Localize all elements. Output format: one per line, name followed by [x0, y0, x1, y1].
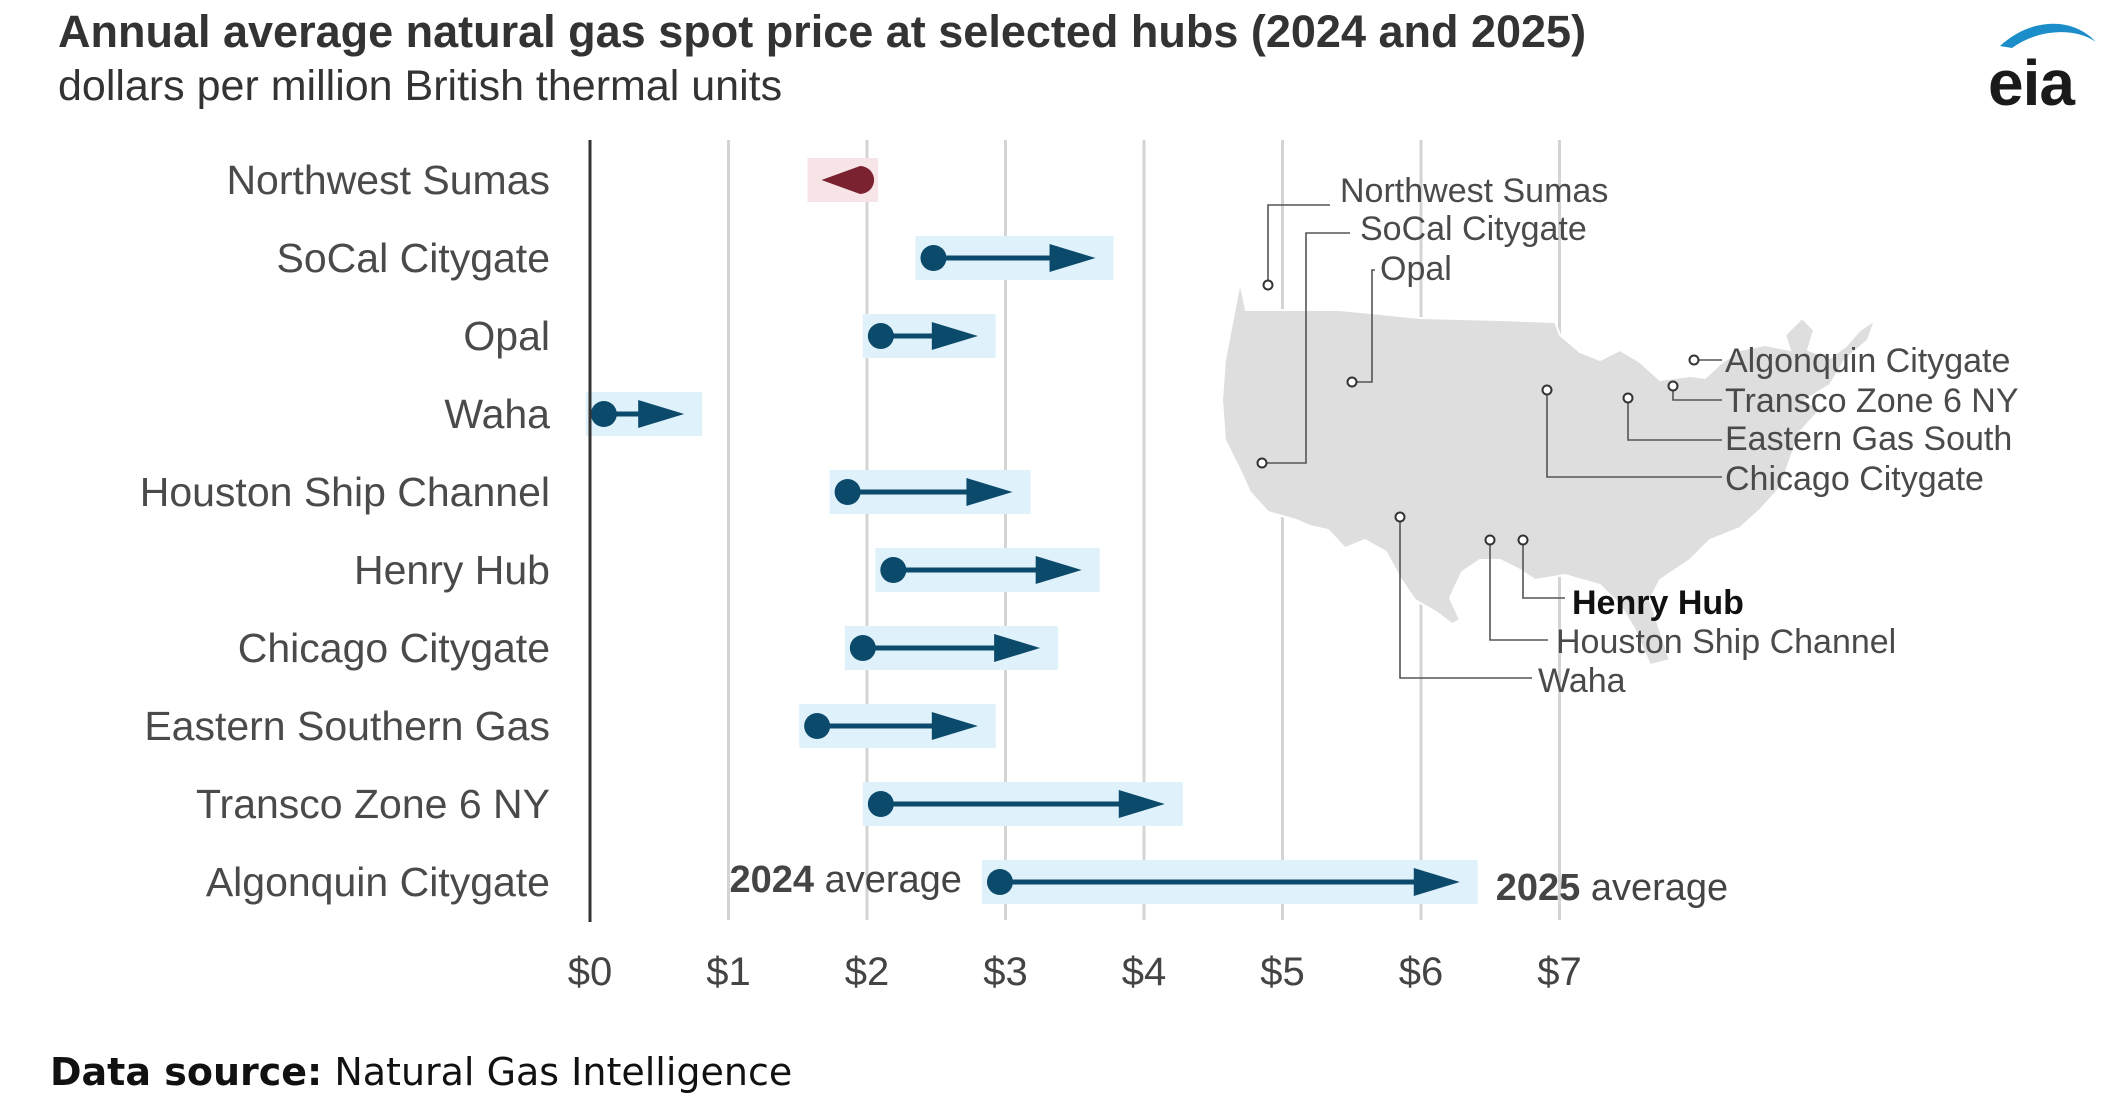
arrow-head [638, 400, 685, 428]
data-source-label: Data source: [50, 1050, 323, 1094]
map-hub-point [1541, 384, 1553, 396]
map-hub-point [1688, 354, 1700, 366]
map-leader-line [1522, 540, 1565, 599]
x-tick-label: $7 [1537, 950, 1582, 994]
category-label: SoCal Citygate [277, 235, 550, 281]
map-leader-line [1262, 232, 1350, 464]
map-leader-line [1399, 517, 1532, 679]
start-point [986, 869, 1013, 895]
start-point [834, 479, 861, 505]
map-hub-label: Chicago Citygate [1725, 460, 1984, 498]
arrow-head [1035, 556, 1082, 584]
map-hub-point [1517, 534, 1529, 546]
category-label: Chicago Citygate [238, 625, 550, 671]
category-label: Opal [463, 313, 550, 359]
map-hub-point [1256, 457, 1268, 469]
start-point [867, 791, 894, 817]
map-hub-point [1484, 534, 1496, 546]
start-point [804, 713, 831, 739]
decrease-marker [821, 166, 875, 194]
eia-logo: eia [1980, 12, 2100, 119]
eia-logo-text: eia [1988, 47, 2075, 119]
category-label: Northwest Sumas [226, 157, 550, 203]
map-hub-point [1394, 511, 1406, 523]
category-label: Algonquin Citygate [206, 859, 550, 905]
category-label: Eastern Southern Gas [144, 703, 550, 749]
map-hub-label: Waha [1538, 662, 1626, 700]
x-tick-label: $6 [1399, 950, 1444, 994]
start-point [880, 557, 907, 583]
map-hub-point [1346, 376, 1358, 388]
start-annotation: 2024 average [730, 859, 962, 901]
arrow-head [1049, 244, 1096, 272]
map-leader-line [1627, 398, 1722, 441]
start-point [849, 635, 876, 661]
us-map-shape [1220, 281, 1877, 667]
map-hub-point [1622, 392, 1634, 404]
map-leader-line [1352, 269, 1375, 383]
chart-subtitle: dollars per million British thermal unit… [58, 62, 783, 110]
data-source: Data source: Natural Gas Intelligence [50, 1050, 792, 1094]
map-leader-line [1489, 540, 1548, 641]
category-label: Waha [444, 391, 550, 437]
x-tick-label: $5 [1260, 950, 1305, 994]
arrow-head [931, 712, 978, 740]
arrow-head [931, 322, 978, 350]
category-label: Houston Ship Channel [140, 469, 550, 515]
x-tick-label: $3 [983, 950, 1028, 994]
map-hub-point [1262, 279, 1274, 291]
map-hub-label: Northwest Sumas [1340, 172, 1608, 210]
category-label: Henry Hub [354, 547, 550, 593]
x-tick-label: $2 [845, 950, 890, 994]
chart-title: Annual average natural gas spot price at… [58, 6, 1587, 57]
map-hub-label: Algonquin Citygate [1725, 342, 2010, 380]
eia-swoosh-icon [2000, 23, 2096, 48]
map-leader-line [1546, 390, 1722, 478]
end-annotation-year: 2025 [1496, 867, 1581, 909]
map-hub-label: Opal [1380, 250, 1452, 288]
x-tick-label: $4 [1122, 950, 1167, 994]
arrow-head [966, 478, 1013, 506]
arrow-head [1118, 790, 1165, 818]
map-hub-label: Henry Hub [1572, 584, 1744, 622]
arrow-head [994, 634, 1041, 662]
x-tick-label: $0 [568, 950, 613, 994]
start-point [867, 323, 894, 349]
arrow-head [1413, 868, 1460, 896]
start-point [590, 401, 617, 427]
category-label: Transco Zone 6 NY [196, 781, 550, 827]
map-leader-line [1267, 204, 1330, 285]
end-annotation-text: average [1580, 867, 1728, 909]
map-hub-label: Eastern Gas South [1725, 420, 2012, 458]
data-source-value: Natural Gas Intelligence [334, 1050, 793, 1094]
start-annotation-year: 2024 [730, 859, 815, 901]
map-hub-label: SoCal Citygate [1360, 210, 1587, 248]
x-tick-label: $1 [706, 950, 751, 994]
map-hub-point [1667, 380, 1679, 392]
map-hub-label: Transco Zone 6 NY [1725, 382, 2019, 420]
end-annotation: 2025 average [1496, 867, 1728, 909]
start-point [920, 245, 947, 271]
start-annotation-text: average [814, 859, 962, 901]
map-hub-label: Houston Ship Channel [1556, 623, 1896, 661]
